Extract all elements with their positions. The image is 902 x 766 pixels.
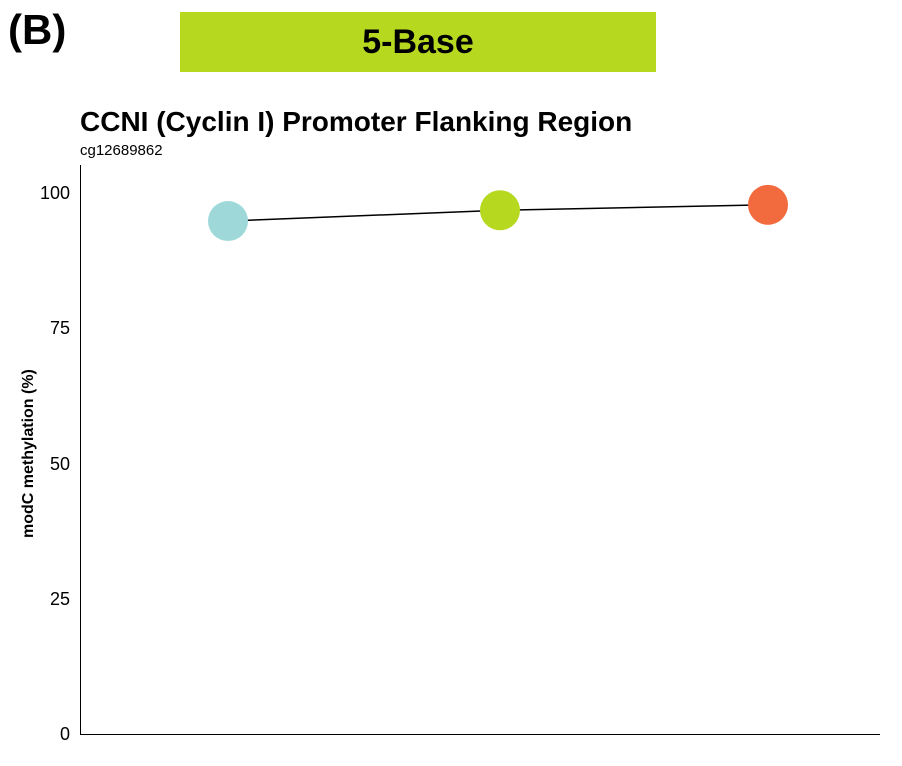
- plot-area: [80, 165, 880, 735]
- chart-subtitle: cg12689862: [80, 142, 163, 159]
- y-tick-label: 75: [30, 318, 70, 339]
- y-tick-label: 50: [30, 454, 70, 475]
- chart-svg: [80, 165, 880, 735]
- y-tick-label: 0: [30, 724, 70, 745]
- y-tick-label: 25: [30, 589, 70, 610]
- data-point: [480, 190, 520, 230]
- data-point: [748, 185, 788, 225]
- series-line: [500, 205, 768, 210]
- chart-title: CCNI (Cyclin I) Promoter Flanking Region: [80, 106, 632, 138]
- banner-text: 5-Base: [362, 23, 474, 62]
- panel-label: (B): [8, 6, 66, 54]
- series-line: [228, 210, 500, 221]
- data-point: [208, 201, 248, 241]
- y-tick-label: 100: [30, 183, 70, 204]
- banner-5base: 5-Base: [180, 12, 656, 72]
